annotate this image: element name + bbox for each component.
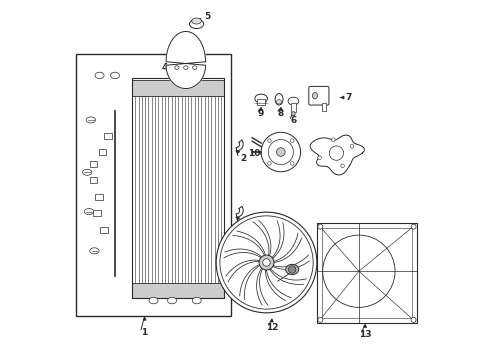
- Bar: [322, 103, 326, 111]
- Text: 3: 3: [240, 220, 246, 229]
- Text: 6: 6: [290, 116, 296, 125]
- Circle shape: [263, 259, 270, 266]
- Circle shape: [216, 212, 317, 313]
- Bar: [322, 228, 412, 318]
- Ellipse shape: [255, 94, 268, 103]
- Ellipse shape: [292, 112, 295, 116]
- FancyBboxPatch shape: [309, 86, 329, 105]
- Ellipse shape: [190, 19, 204, 28]
- Ellipse shape: [184, 66, 188, 69]
- Bar: [132, 78, 224, 298]
- Circle shape: [323, 235, 395, 307]
- Text: 13: 13: [359, 330, 371, 339]
- Bar: [132, 80, 224, 96]
- Polygon shape: [90, 177, 98, 183]
- Circle shape: [291, 139, 294, 143]
- Ellipse shape: [192, 18, 201, 24]
- Text: 10: 10: [248, 149, 260, 158]
- Circle shape: [350, 144, 354, 148]
- Ellipse shape: [95, 72, 104, 78]
- Circle shape: [276, 148, 285, 156]
- Ellipse shape: [275, 94, 283, 105]
- Ellipse shape: [84, 208, 94, 215]
- Text: 1: 1: [142, 328, 147, 337]
- Circle shape: [318, 156, 321, 159]
- Circle shape: [341, 164, 344, 168]
- Polygon shape: [100, 227, 108, 233]
- Text: 12: 12: [266, 323, 278, 332]
- Ellipse shape: [82, 169, 92, 175]
- Ellipse shape: [175, 66, 179, 69]
- Ellipse shape: [168, 297, 176, 304]
- Polygon shape: [310, 135, 365, 175]
- Text: 5: 5: [204, 12, 211, 21]
- Circle shape: [291, 162, 294, 165]
- Ellipse shape: [86, 117, 96, 123]
- Text: 11: 11: [330, 159, 343, 168]
- Text: 2: 2: [240, 154, 246, 163]
- Bar: [132, 283, 224, 298]
- Text: 9: 9: [258, 109, 264, 118]
- Ellipse shape: [90, 248, 99, 254]
- Bar: [317, 223, 417, 323]
- Ellipse shape: [149, 297, 158, 304]
- Polygon shape: [98, 149, 106, 155]
- Circle shape: [220, 216, 313, 309]
- Bar: [291, 103, 296, 112]
- Circle shape: [411, 318, 416, 322]
- Circle shape: [318, 318, 323, 322]
- Circle shape: [261, 132, 300, 172]
- Circle shape: [411, 224, 416, 229]
- Ellipse shape: [286, 264, 299, 275]
- Polygon shape: [90, 161, 98, 167]
- Polygon shape: [93, 210, 101, 216]
- Text: 8: 8: [278, 109, 284, 118]
- Ellipse shape: [192, 297, 201, 304]
- Text: 7: 7: [346, 93, 352, 102]
- Circle shape: [318, 224, 323, 229]
- Ellipse shape: [313, 93, 318, 99]
- Text: 4: 4: [161, 63, 168, 72]
- Circle shape: [259, 255, 274, 270]
- Circle shape: [289, 266, 296, 273]
- Bar: [76, 54, 231, 316]
- Polygon shape: [104, 133, 112, 139]
- Polygon shape: [95, 194, 103, 200]
- Polygon shape: [166, 31, 205, 89]
- Ellipse shape: [111, 72, 120, 78]
- Ellipse shape: [193, 66, 197, 69]
- Circle shape: [268, 139, 271, 143]
- Circle shape: [269, 139, 294, 165]
- Ellipse shape: [276, 100, 282, 104]
- Bar: [257, 99, 266, 105]
- Circle shape: [332, 138, 335, 141]
- Circle shape: [268, 162, 271, 165]
- Ellipse shape: [288, 97, 299, 105]
- Circle shape: [329, 146, 343, 160]
